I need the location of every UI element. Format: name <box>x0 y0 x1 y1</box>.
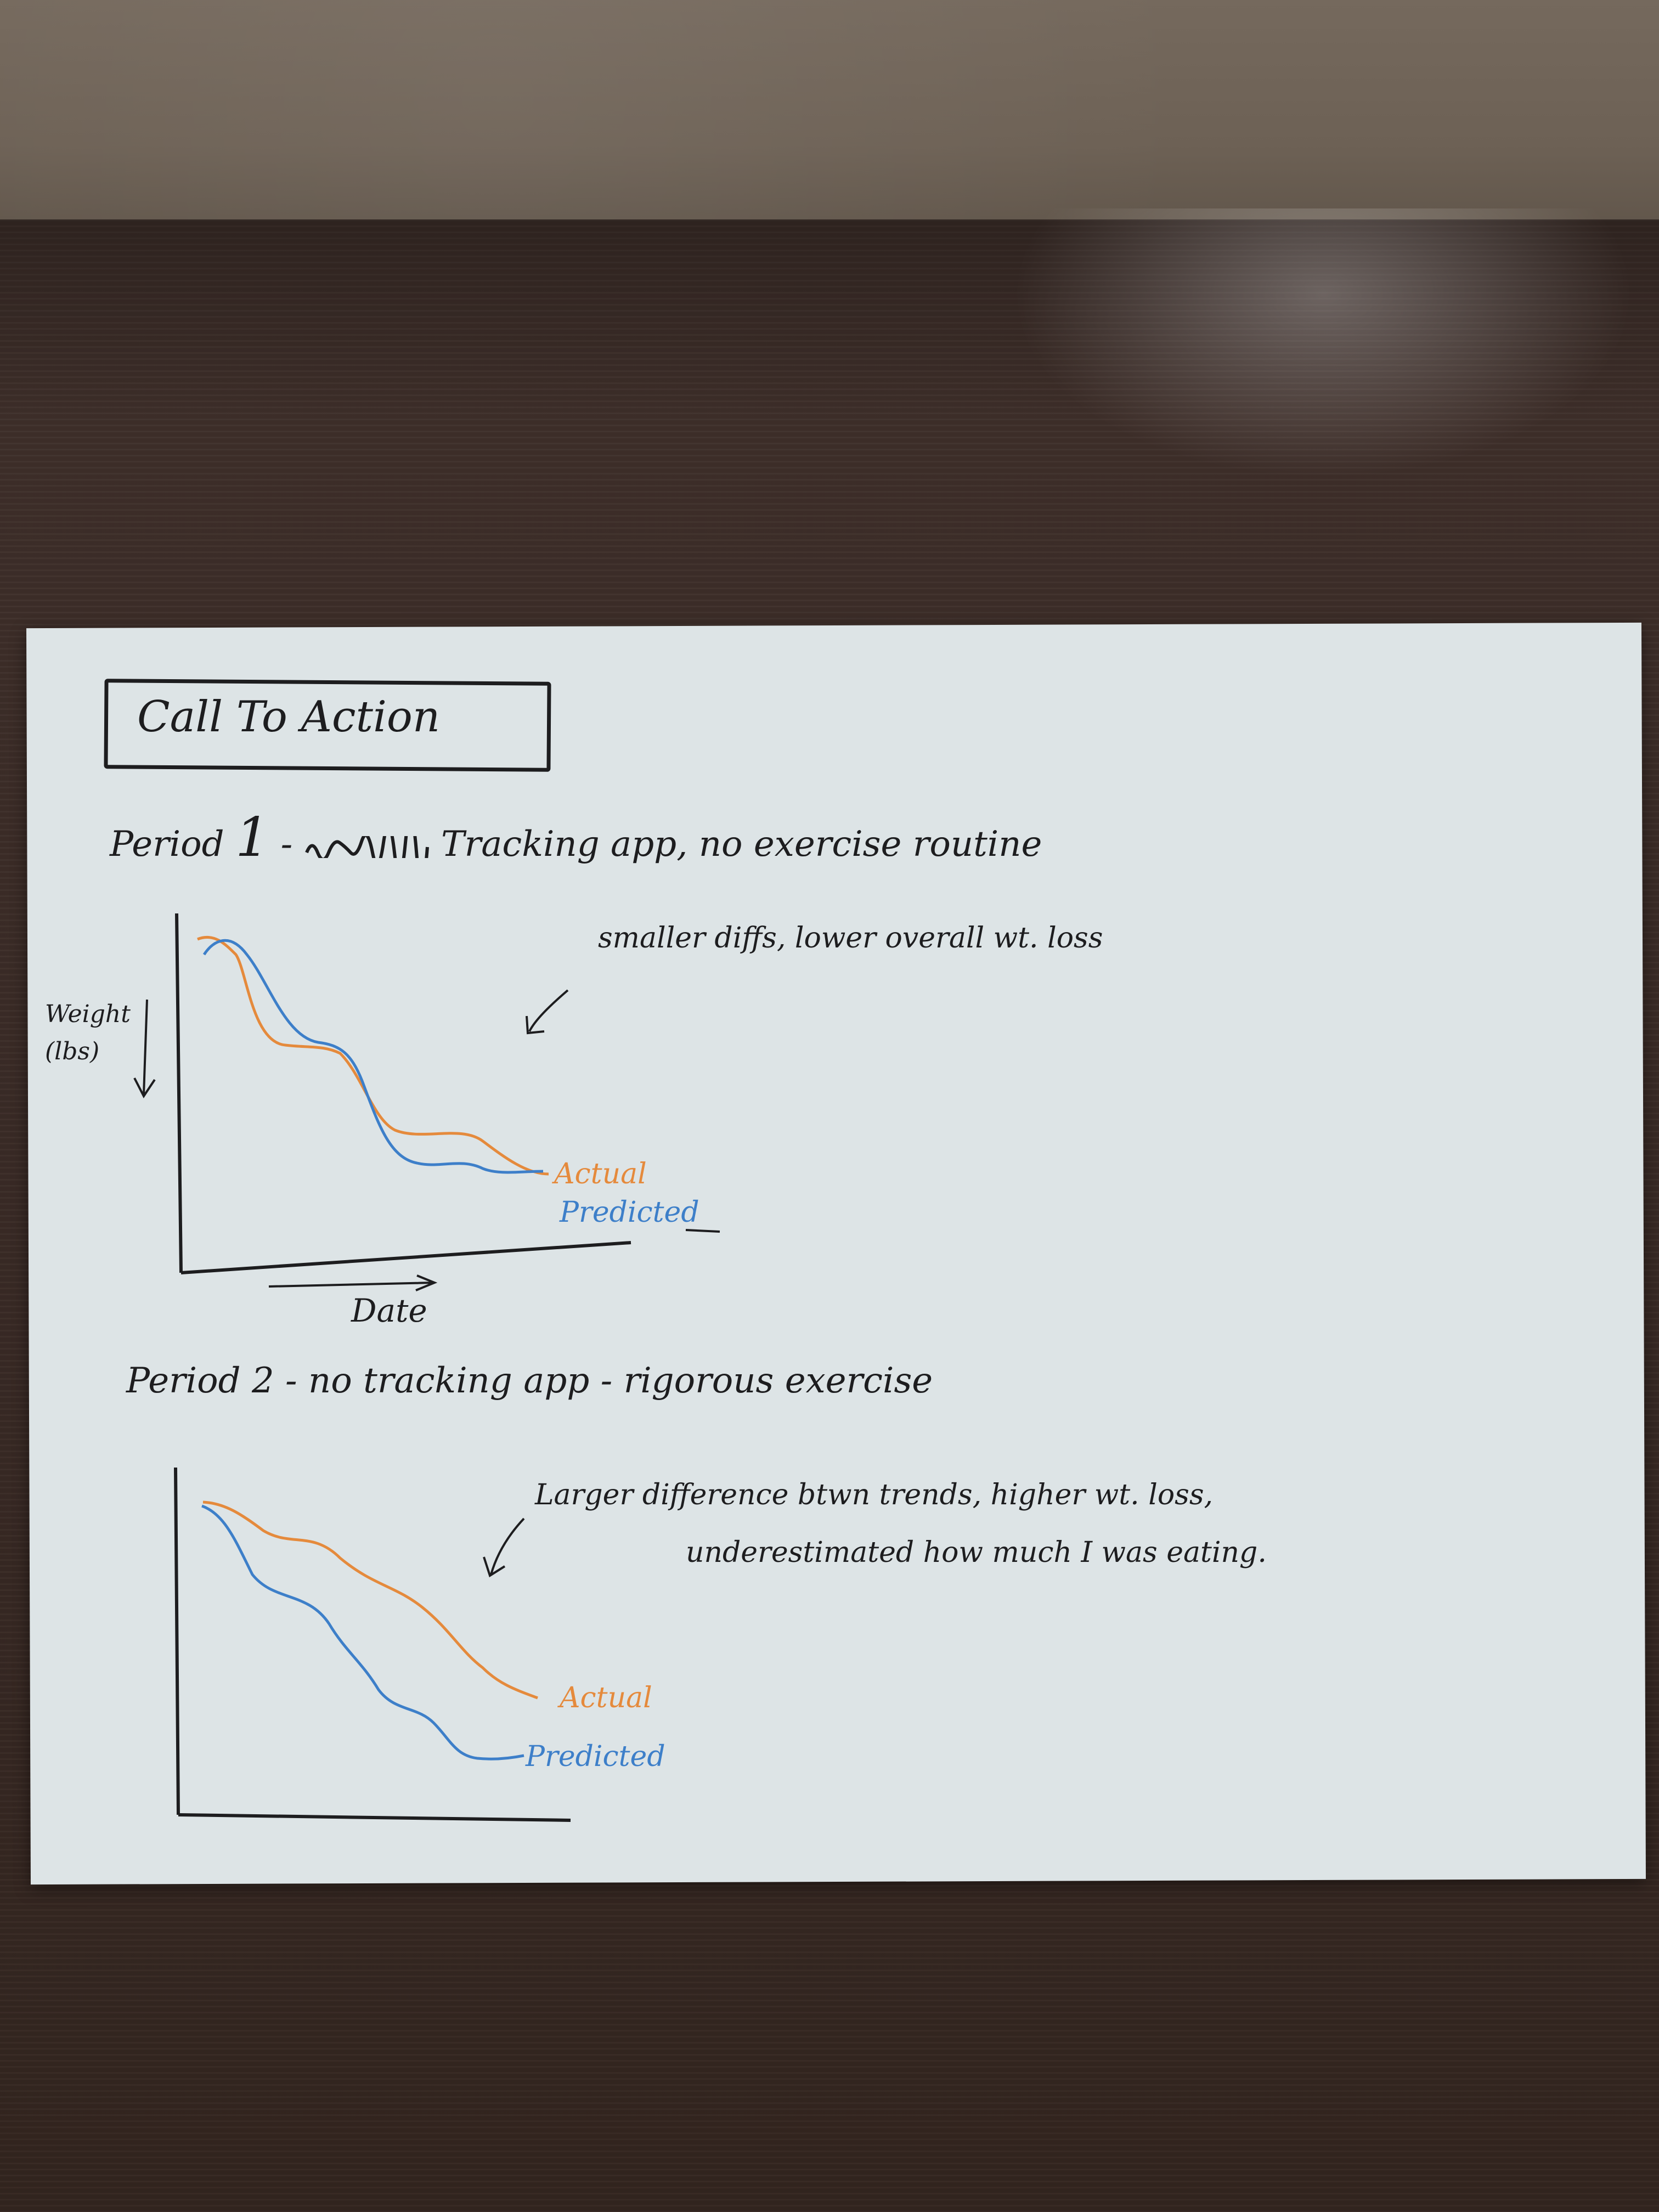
period-1-heading: Period 1 - Tracking app, no exercise rou… <box>110 806 1042 869</box>
period-1-predicted-line <box>202 939 544 1174</box>
carpet-background <box>0 0 1659 241</box>
date-axis-label: Date <box>351 1292 427 1329</box>
chart-2-y-axis <box>174 1467 180 1815</box>
weight-axis-label-line1: Weight <box>45 1000 131 1028</box>
chart-1-y-axis <box>175 913 183 1273</box>
period-1-note-arrow-icon <box>526 989 569 1035</box>
date-arrow-icon <box>268 1274 438 1291</box>
period-1-dash: - <box>280 824 293 865</box>
chart-2-x-axis <box>178 1813 571 1822</box>
weight-axis-label-line2: (lbs) <box>45 1037 100 1065</box>
period-2-description: no tracking app - rigorous exercise <box>308 1361 933 1401</box>
weight-arrow-icon <box>133 999 156 1098</box>
period-1-legend-actual: Actual <box>554 1158 647 1190</box>
scribble-mark <box>304 836 429 858</box>
period-1-label: Period <box>110 824 224 865</box>
period-2-legend-actual: Actual <box>560 1681 652 1714</box>
period-2-label: Period <box>126 1361 241 1401</box>
period-2-actual-line <box>202 1500 538 1700</box>
period-1-note: smaller diffs, lower overall wt. loss <box>598 922 1103 955</box>
chart-1-x-axis <box>180 1241 631 1274</box>
period-1-legend-underline <box>685 1229 720 1233</box>
table-glare <box>988 208 1659 494</box>
period-2-heading: Period 2 - no tracking app - rigorous ex… <box>126 1361 933 1401</box>
period-2-number: 2 <box>251 1361 274 1401</box>
period-1-description: Tracking app, no exercise routine <box>441 824 1042 865</box>
weight-axis-label: Weight (lbs) <box>45 996 131 1070</box>
period-1-actual-line <box>197 935 549 1176</box>
period-1-number: 1 <box>235 806 270 869</box>
period-2-legend-predicted: Predicted <box>526 1740 665 1773</box>
period-2-note-line2: underestimated how much I was eating. <box>686 1536 1267 1569</box>
period-2-dash: - <box>285 1361 297 1401</box>
page-title: Call To Action <box>137 692 441 742</box>
period-2-note-line1: Larger difference btwn trends, higher wt… <box>535 1479 1214 1511</box>
period-2-predicted-line <box>201 1504 524 1760</box>
period-1-legend-predicted: Predicted <box>560 1196 699 1229</box>
period-2-note-arrow-icon <box>483 1517 525 1578</box>
